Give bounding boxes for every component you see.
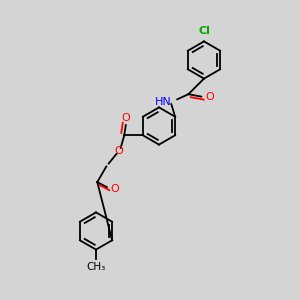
Text: O: O — [115, 146, 123, 156]
Text: Cl: Cl — [198, 26, 210, 36]
Text: O: O — [110, 184, 118, 194]
Text: O: O — [205, 92, 214, 102]
Text: HN: HN — [155, 97, 172, 107]
Text: CH₃: CH₃ — [86, 262, 106, 272]
Text: O: O — [122, 113, 130, 123]
